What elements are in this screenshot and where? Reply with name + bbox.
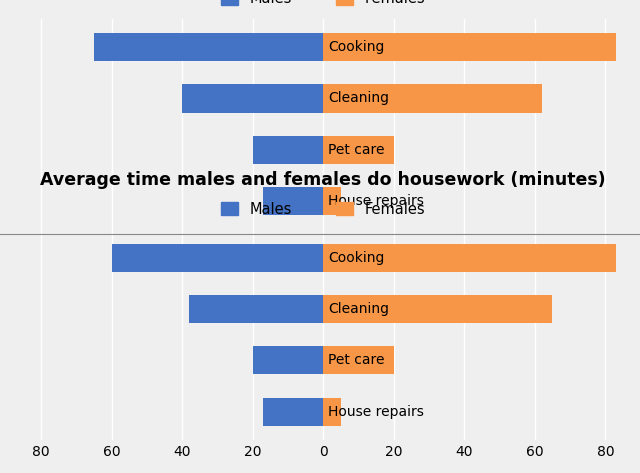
- Bar: [323, 187, 341, 215]
- Bar: [189, 295, 323, 323]
- Bar: [94, 33, 323, 61]
- Bar: [323, 33, 616, 61]
- Bar: [253, 346, 323, 375]
- Text: Cleaning: Cleaning: [328, 91, 390, 105]
- Legend: Males, Females: Males, Females: [218, 199, 429, 219]
- Text: Pet care: Pet care: [328, 353, 385, 368]
- Bar: [111, 244, 323, 272]
- Text: Cleaning: Cleaning: [328, 302, 390, 316]
- Bar: [182, 84, 323, 113]
- Text: Cooking: Cooking: [328, 40, 385, 54]
- Text: House repairs: House repairs: [328, 405, 424, 419]
- Title: Average time males and females do housework (minutes): Average time males and females do housew…: [40, 171, 606, 189]
- Bar: [323, 397, 341, 426]
- Text: House repairs: House repairs: [328, 194, 424, 208]
- Bar: [323, 346, 394, 375]
- Bar: [323, 136, 394, 164]
- Legend: Males, Females: Males, Females: [218, 0, 429, 9]
- Bar: [253, 136, 323, 164]
- Bar: [323, 244, 616, 272]
- Text: Cooking: Cooking: [328, 251, 385, 264]
- Bar: [323, 295, 552, 323]
- Bar: [263, 187, 323, 215]
- Bar: [263, 397, 323, 426]
- Bar: [323, 84, 542, 113]
- Text: Pet care: Pet care: [328, 143, 385, 157]
